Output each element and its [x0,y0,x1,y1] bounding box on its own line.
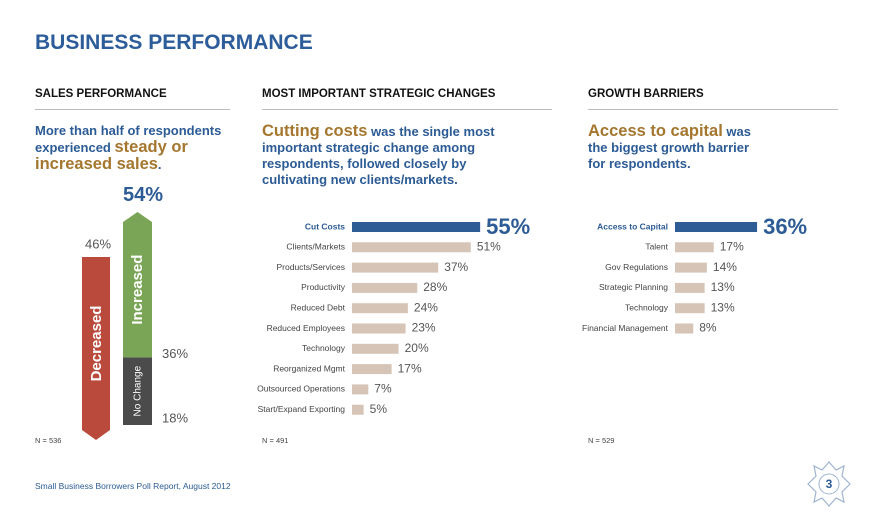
category-label: Financial Management [582,323,669,333]
page-number: 3 [826,477,833,491]
bar [675,282,705,293]
section-heading: GROWTH BARRIERS [588,88,838,110]
category-label: Reduced Debt [291,302,346,312]
bar [352,242,471,253]
category-label: Start/Expand Exporting [258,404,346,414]
headline-text: was the single most important strategic … [262,124,495,187]
category-label: Reorganized Mgmt [273,363,345,373]
bar [352,384,369,395]
stack-bar [123,357,152,425]
bar [675,222,758,232]
bar [675,323,694,334]
headline-emphasis: Access to capital [588,122,723,140]
value-label: 24% [414,300,438,314]
value-label: 23% [412,321,436,335]
value-label: 51% [477,239,501,253]
bar [675,303,705,314]
bar [352,282,418,293]
bar [352,222,481,232]
bar [352,404,364,415]
category-label: Outsourced Operations [257,384,345,394]
category-label: Productivity [301,282,346,292]
value-label: 36% [162,346,188,361]
value-label: 18% [162,410,188,425]
value-label: 17% [398,361,422,375]
category-label: Technology [302,343,346,353]
value-label: 13% [711,280,735,294]
total-label: 54% [123,184,163,206]
sample-note: N = 529 [588,436,615,445]
value-label: 36% [763,214,807,239]
category-label: Reduced Employees [267,323,345,333]
value-label: 37% [444,260,468,274]
page-title: BUSINESS PERFORMANCE [35,31,313,54]
headline-text: . [157,157,162,172]
bar-label: No Change [133,365,144,416]
category-label: Technology [625,302,669,312]
headline-text: was the biggest growth barrier for respo… [588,124,751,171]
section-heading: SALES PERFORMANCE [35,88,230,110]
bar [352,364,392,375]
arrow-bar [82,257,110,440]
value-label: 5% [370,402,388,416]
value-label: 28% [423,280,447,294]
headline-text: More than half of respondents experience… [35,123,222,155]
value-label: 13% [711,300,735,314]
bar-label: Decreased [88,306,105,382]
category-label: Cut Costs [305,221,345,231]
bar [352,262,439,273]
section-heading: MOST IMPORTANT STRATEGIC CHANGES [262,88,552,110]
value-label: 55% [486,214,530,239]
arrow-bar [123,211,152,358]
category-label: Strategic Planning [599,282,668,292]
value-label: 46% [85,236,111,251]
value-label: 17% [720,239,744,253]
headline-emphasis: Cutting costs [262,122,368,140]
bar [675,242,714,253]
category-label: Clients/Markets [286,242,345,252]
category-label: Products/Services [277,262,346,272]
bar-label: Increased [129,255,146,325]
value-label: 14% [713,260,737,274]
value-label: 7% [374,382,392,396]
sample-note: N = 491 [262,436,289,445]
category-label: Gov Regulations [605,262,668,272]
bar [352,303,408,314]
bar [352,343,399,354]
bar [352,323,406,334]
headline: Access to capital was the biggest growth… [588,123,768,172]
sample-note: N = 536 [35,436,62,445]
bar [675,262,707,273]
category-label: Talent [645,242,668,252]
category-label: Access to Capital [597,221,668,231]
page-badge [807,461,851,507]
headline-emphasis: steady or increased sales [35,138,188,173]
value-label: 8% [699,321,717,335]
headline: Cutting costs was the single most import… [262,123,512,188]
value-label: 20% [405,341,429,355]
headline: More than half of respondents experience… [35,123,235,173]
footer: Small Business Borrowers Poll Report, Au… [35,481,231,491]
